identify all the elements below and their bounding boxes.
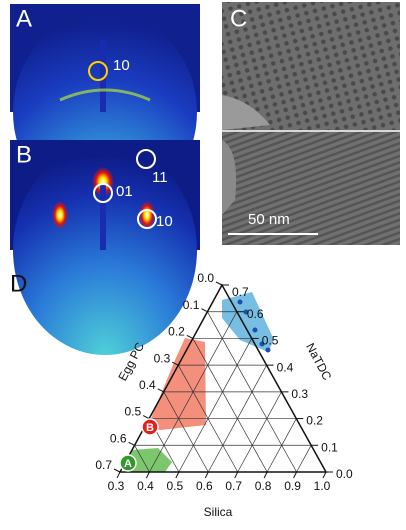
panel-label: B — [16, 141, 32, 168]
tick-label: 0.6 — [247, 307, 264, 321]
tick-label: 0.0 — [197, 271, 214, 285]
tick-label: 0.9 — [284, 479, 301, 493]
tick-mark — [114, 469, 120, 472]
tick-label: 0.4 — [139, 378, 156, 392]
tick-mark — [205, 472, 208, 478]
tick-mark — [201, 309, 207, 312]
tick-mark — [129, 442, 135, 445]
tick-label: 0.5 — [124, 405, 141, 419]
tick-mark — [143, 416, 149, 419]
tick-label: 0.1 — [321, 440, 338, 454]
tick-label: 0.5 — [167, 479, 184, 493]
tick-mark — [235, 472, 238, 478]
tick-label: 0.2 — [168, 325, 185, 339]
panel-label: C — [230, 5, 247, 32]
tick-label: 0.1 — [183, 298, 200, 312]
tick-mark — [216, 282, 222, 285]
tick-label: 1.0 — [314, 479, 331, 493]
region-marker-label: B — [146, 422, 154, 434]
tick-label: 0.6 — [196, 479, 213, 493]
panel-b: B 11 01 10 — [10, 140, 200, 355]
tick-label: 0.7 — [95, 458, 112, 472]
axis-title: NaTDC — [303, 341, 334, 383]
tick-label: 0.8 — [255, 479, 272, 493]
tick-mark — [187, 335, 193, 338]
annotation: 01 — [116, 183, 133, 200]
tick-mark — [117, 472, 120, 478]
tick-mark — [323, 472, 326, 478]
tick-label: 0.6 — [110, 431, 127, 445]
grid-line — [297, 445, 312, 472]
tick-mark — [146, 472, 149, 478]
tick-label: 0.7 — [225, 479, 242, 493]
tick-label: 0.2 — [306, 414, 323, 428]
tick-label: 0.5 — [262, 334, 279, 348]
axis-title: Silica — [204, 505, 233, 519]
tick-label: 0.4 — [137, 479, 154, 493]
tick-label: 0.3 — [154, 351, 171, 365]
tick-label: 0.4 — [277, 360, 294, 374]
annotation: 10 — [113, 57, 130, 74]
panel-label: A — [16, 5, 32, 32]
tick-label: 0.3 — [108, 479, 125, 493]
tick-mark — [176, 472, 179, 478]
annotation: 11 — [152, 169, 168, 186]
annotation: 10 — [156, 213, 173, 230]
region-marker-label: A — [124, 458, 132, 470]
tick-label: 0.7 — [232, 285, 249, 299]
grid-line — [238, 392, 282, 472]
tick-label: 0.0 — [336, 467, 353, 481]
scale-bar-label: 50 nm — [248, 211, 290, 228]
figure: A 10 B 11 01 10 C 50 nm D 0.0 — [0, 0, 406, 525]
panel-label: D — [10, 270, 27, 297]
tick-mark — [264, 472, 267, 478]
tick-label: 0.3 — [291, 387, 308, 401]
panel-c: C 50 nm — [222, 2, 400, 245]
tick-mark — [294, 472, 297, 478]
